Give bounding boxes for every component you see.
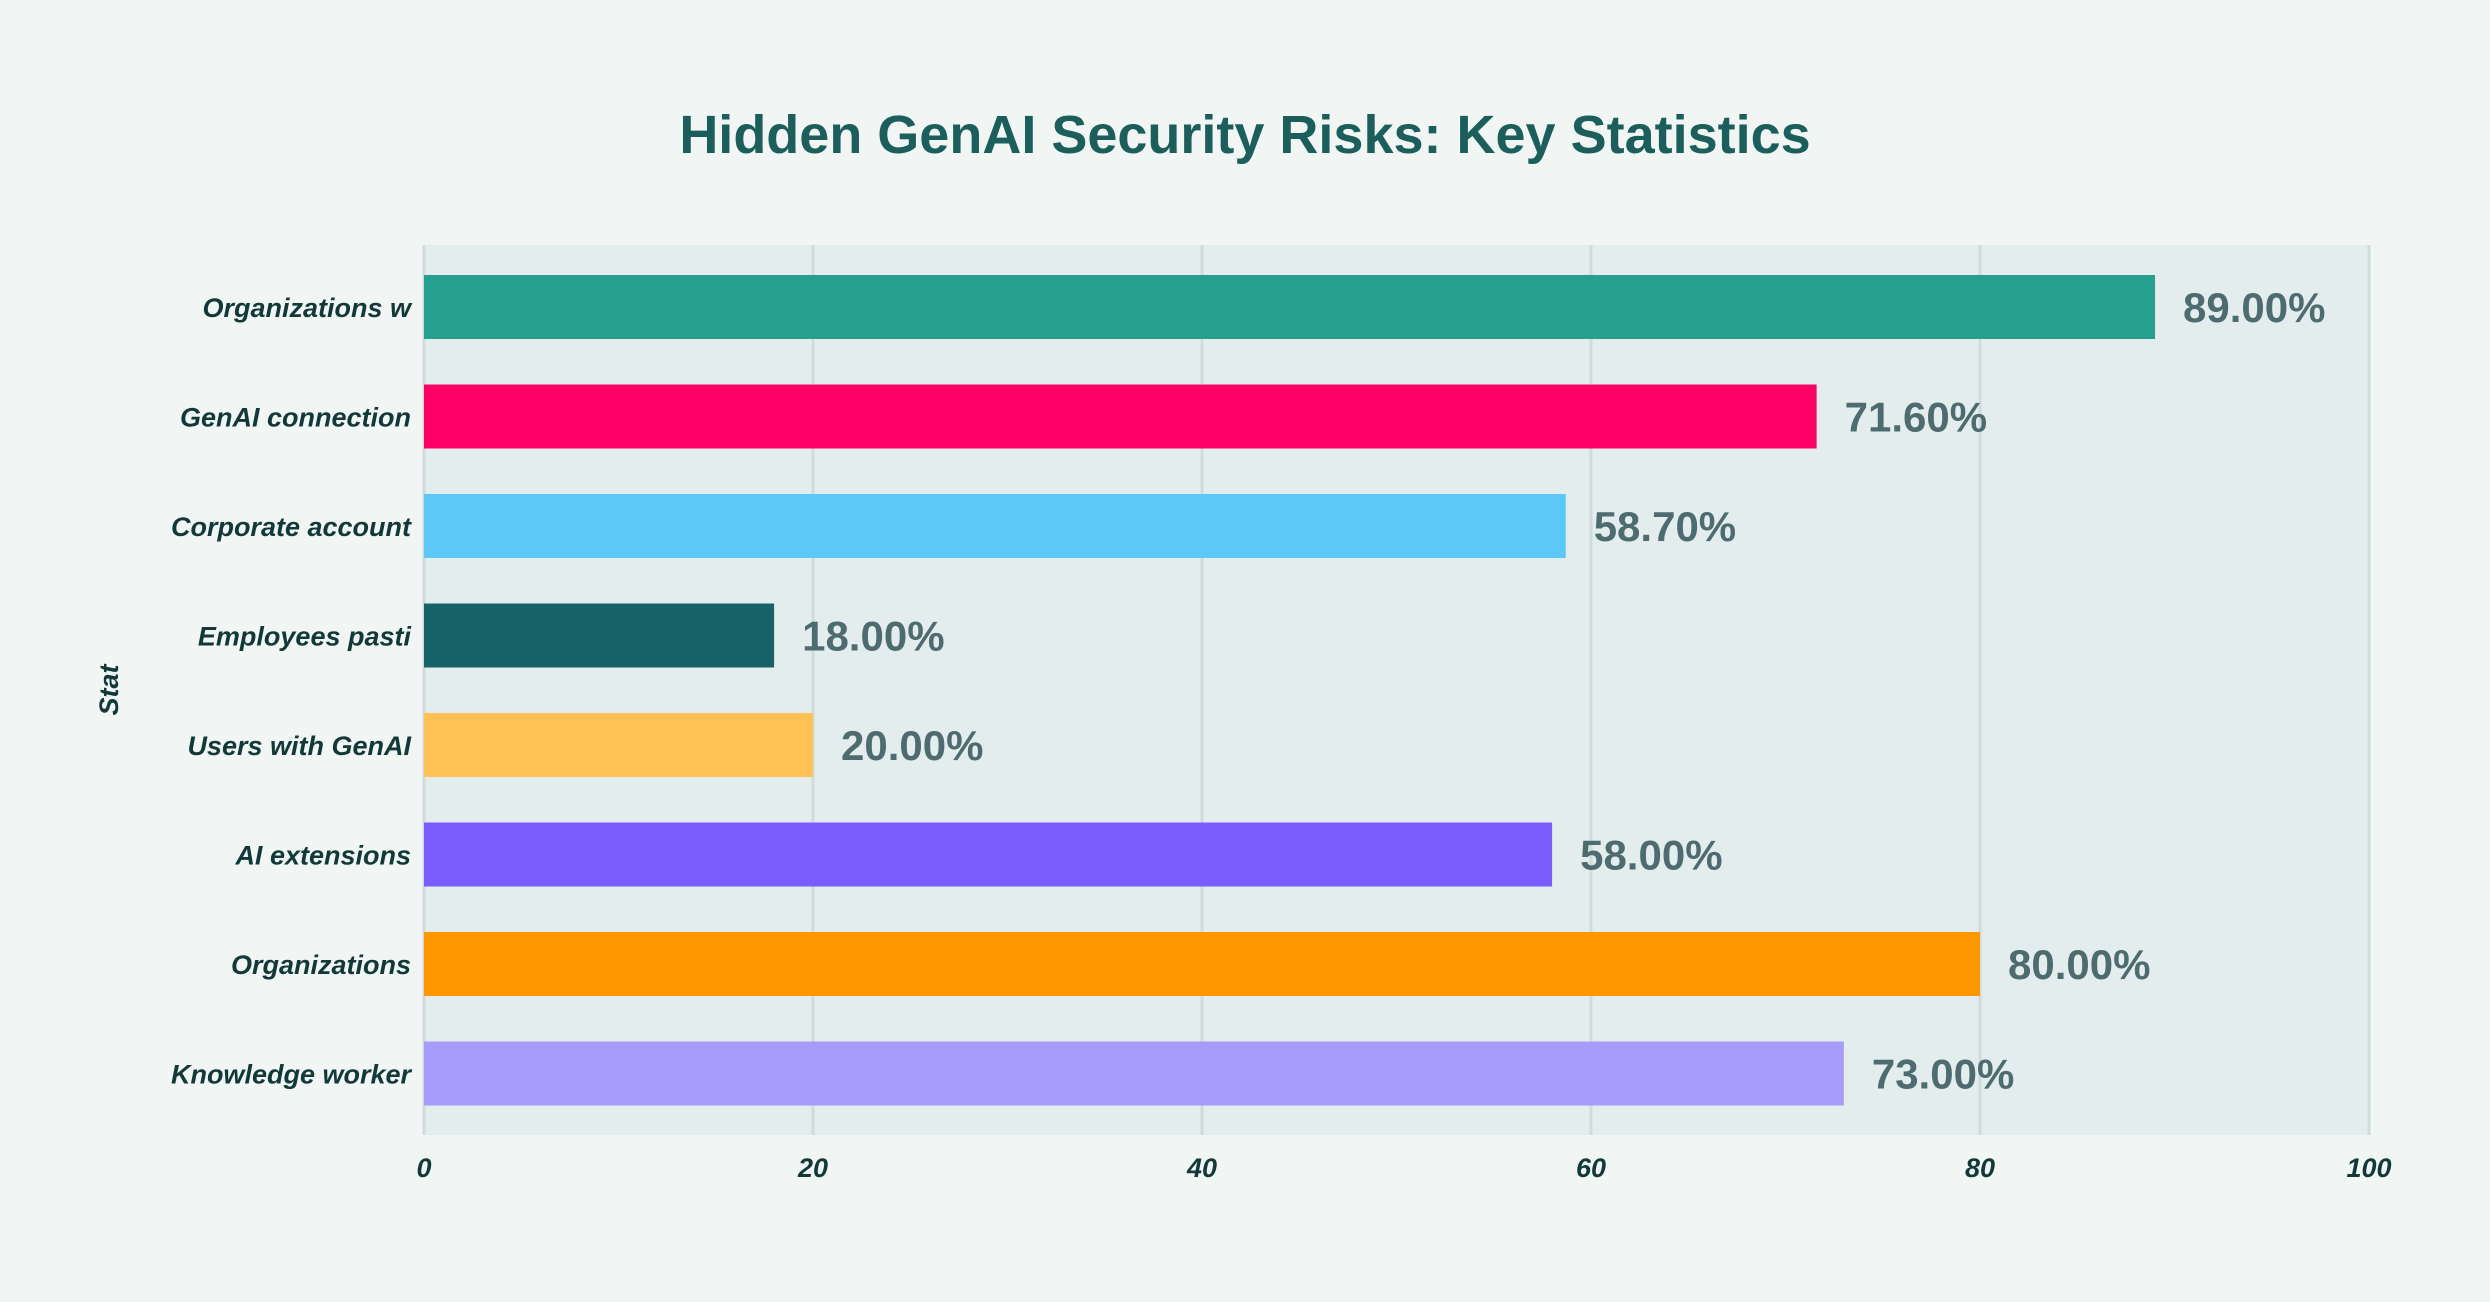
category-labels: Organizations w GenAI connection Corporate…	[171, 293, 413, 1090]
data-label: 58.70%	[1594, 503, 1736, 550]
category-label: Employees pasti	[198, 622, 412, 652]
bar	[424, 822, 1553, 887]
x-tick-label: 20	[797, 1153, 828, 1183]
data-label: 58.00%	[1580, 832, 1722, 879]
bars	[424, 275, 2156, 1106]
bar	[424, 603, 775, 668]
data-label: 18.00%	[802, 613, 944, 660]
bar	[424, 713, 813, 777]
plot-area	[424, 245, 2369, 1135]
x-tick-label: 80	[1965, 1153, 1995, 1183]
bar	[424, 932, 1980, 996]
x-tick-label: 60	[1576, 1153, 1606, 1183]
chart-title: Hidden GenAI Security Risks: Key Statist…	[679, 105, 1810, 165]
x-tick-label: 40	[1186, 1153, 1217, 1183]
data-label: 80.00%	[2008, 941, 2150, 988]
bar	[424, 494, 1566, 558]
bar	[424, 1041, 1844, 1106]
data-label: 71.60%	[1845, 394, 1987, 441]
x-tick-label: 0	[416, 1153, 431, 1183]
category-label: Knowledge worker	[171, 1060, 413, 1090]
category-label: GenAI connection	[180, 403, 411, 433]
y-axis-title: Stat	[94, 663, 124, 715]
x-tick-label: 100	[2346, 1153, 2391, 1183]
data-label: 89.00%	[2183, 284, 2325, 331]
data-label: 73.00%	[1872, 1051, 2014, 1098]
x-axis-ticks: 0 20 40 60 80 100	[416, 1153, 2391, 1183]
category-label: AI extensions	[234, 841, 411, 871]
category-label: Organizations w	[202, 293, 413, 323]
bar	[424, 275, 2156, 339]
category-label: Corporate account	[171, 512, 412, 542]
bar	[424, 384, 1817, 449]
data-label: 20.00%	[841, 722, 983, 769]
value-labels: 89.00% 71.60% 58.70% 18.00% 20.00% 58.00% 80.0…	[802, 284, 2325, 1098]
category-label: Users with GenAI	[187, 731, 411, 761]
category-label: Organizations	[231, 950, 411, 980]
